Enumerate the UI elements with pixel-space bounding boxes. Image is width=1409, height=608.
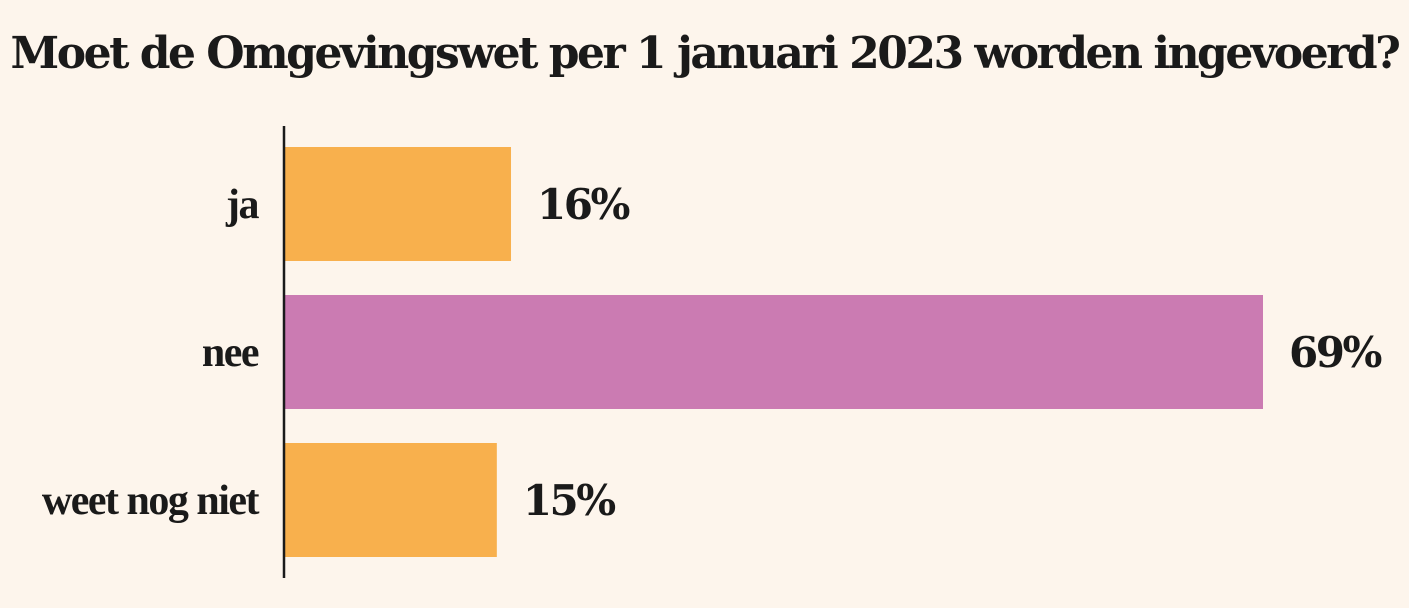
bar-weet-nog-niet [284, 443, 497, 557]
value-label-weet-nog-niet: 15% [523, 476, 615, 525]
category-label-nee: nee [202, 330, 259, 376]
bar-nee [284, 295, 1263, 409]
value-label-ja: 16% [537, 180, 629, 229]
bar-ja [284, 147, 512, 261]
category-label-ja: ja [225, 182, 259, 228]
value-label-nee: 69% [1289, 328, 1381, 377]
bars-layer: ja 16% nee 69% weet nog niet 15% [42, 147, 1384, 557]
category-label-weet-nog-niet: weet nog niet [42, 478, 260, 524]
chart-title: Moet de Omgevingswet per 1 januari 2023 … [10, 28, 1401, 79]
